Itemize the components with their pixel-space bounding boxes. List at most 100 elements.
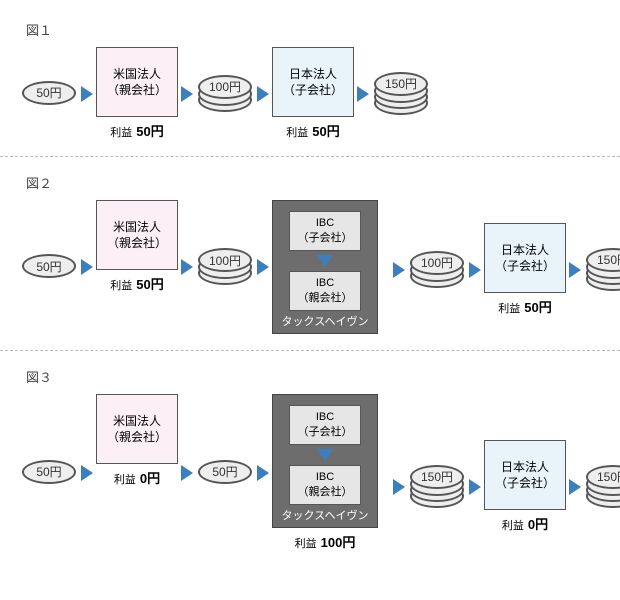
section-divider xyxy=(0,156,620,157)
coin-label: 50円 xyxy=(36,463,61,480)
profit-caption: 利益 0円 xyxy=(114,468,160,487)
entity-line2: （子会社） xyxy=(495,475,555,491)
tax-haven-label: タックスヘイヴン xyxy=(273,507,377,523)
entity-box: 日本法人（子会社） xyxy=(484,223,566,293)
arrow-right-icon xyxy=(181,465,193,481)
arrow-right-icon xyxy=(257,86,269,102)
coin-label: 100円 xyxy=(209,252,241,269)
profit-label: 利益 xyxy=(110,127,132,139)
arrow-right-icon xyxy=(393,479,405,495)
arrow-right-icon xyxy=(393,262,405,278)
profit-label: 利益 xyxy=(110,280,132,292)
coin-label: 100円 xyxy=(209,78,241,95)
entity-box: 日本法人（子会社） xyxy=(272,47,354,117)
figure-title: 図１ xyxy=(26,20,600,39)
profit-label: 利益 xyxy=(114,474,136,486)
entity-line2: （子会社） xyxy=(298,425,353,440)
coin-label: 50円 xyxy=(36,258,61,275)
entity-line1: IBC xyxy=(316,216,334,231)
entity-line2: （子会社） xyxy=(283,82,343,98)
coin-stack: 50円 xyxy=(20,254,78,280)
coin-label: 50円 xyxy=(212,463,237,480)
entity-line2: （親会社） xyxy=(107,429,167,445)
entity-box: 日本法人（子会社） xyxy=(484,440,566,510)
arrow-right-icon xyxy=(569,262,581,278)
profit-caption: 利益 50円 xyxy=(110,121,163,140)
entity-line1: 米国法人 xyxy=(113,66,161,82)
entity-line1: 米国法人 xyxy=(113,413,161,429)
coin-stack: 150円 xyxy=(584,248,620,292)
arrow-right-icon xyxy=(181,259,193,275)
figure-section: 図２50円米国法人（親会社）利益50円100円IBC（子会社）IBC（親会社）タ… xyxy=(0,163,620,344)
profit-caption: 利益 50円 xyxy=(498,297,551,316)
coin-stack: 150円 xyxy=(584,465,620,509)
coin-label: 150円 xyxy=(597,251,620,268)
figure-title: 図２ xyxy=(26,173,600,192)
arrow-right-icon xyxy=(469,479,481,495)
entity-line2: （親会社） xyxy=(107,82,167,98)
entity-line1: 日本法人 xyxy=(501,459,549,475)
tax-haven-box: IBC（子会社）IBC（親会社）タックスヘイヴン xyxy=(272,394,378,528)
entity-line1: IBC xyxy=(316,410,334,425)
profit-value: 50円 xyxy=(524,300,551,315)
profit-label: 利益 xyxy=(295,538,317,550)
entity-line2: （子会社） xyxy=(495,258,555,274)
coin-label: 150円 xyxy=(421,468,453,485)
profit-caption: 利益 50円 xyxy=(286,121,339,140)
entity-line2: （親会社） xyxy=(298,291,353,306)
arrow-right-icon xyxy=(357,86,369,102)
entity-line1: 米国法人 xyxy=(113,219,161,235)
figure-title: 図３ xyxy=(26,367,600,386)
arrow-right-icon xyxy=(469,262,481,278)
section-divider xyxy=(0,350,620,351)
entity-box: 米国法人（親会社） xyxy=(96,200,178,270)
profit-value: 50円 xyxy=(312,124,339,139)
profit-value: 50円 xyxy=(136,124,163,139)
coin-stack: 100円 xyxy=(408,251,466,289)
entity-line2: （子会社） xyxy=(298,231,353,246)
profit-caption: 利益 0円 xyxy=(502,514,548,533)
tax-haven-label: タックスヘイヴン xyxy=(273,313,377,329)
coin-stack: 150円 xyxy=(372,72,430,116)
entity-line1: IBC xyxy=(316,470,334,485)
profit-value: 0円 xyxy=(140,471,160,486)
coin-label: 100円 xyxy=(421,254,453,271)
arrow-right-icon xyxy=(181,86,193,102)
arrow-right-icon xyxy=(81,259,93,275)
arrow-right-icon xyxy=(81,465,93,481)
entity-line1: IBC xyxy=(316,276,334,291)
coin-stack: 150円 xyxy=(408,465,466,509)
entity-line2: （親会社） xyxy=(107,235,167,251)
coin-label: 150円 xyxy=(385,75,417,92)
arrow-right-icon xyxy=(257,259,269,275)
profit-label: 利益 xyxy=(498,303,520,315)
arrow-right-icon xyxy=(569,479,581,495)
entity-box: IBC（子会社） xyxy=(289,405,361,445)
profit-value: 100円 xyxy=(321,535,356,550)
arrow-right-icon xyxy=(257,465,269,481)
entity-line1: 日本法人 xyxy=(501,242,549,258)
entity-box: IBC（子会社） xyxy=(289,211,361,251)
profit-label: 利益 xyxy=(286,127,308,139)
profit-value: 0円 xyxy=(528,517,548,532)
profit-value: 50円 xyxy=(136,277,163,292)
coin-stack: 50円 xyxy=(20,460,78,486)
arrow-down-icon xyxy=(317,255,333,267)
entity-box: IBC（親会社） xyxy=(289,465,361,505)
arrow-right-icon xyxy=(81,86,93,102)
entity-line1: 日本法人 xyxy=(289,66,337,82)
figure-section: 図１50円米国法人（親会社）利益50円100円日本法人（子会社）利益50円150… xyxy=(0,10,620,150)
coin-stack: 100円 xyxy=(196,75,254,113)
coin-stack: 50円 xyxy=(196,460,254,486)
coin-stack: 50円 xyxy=(20,81,78,107)
profit-caption: 利益 100円 xyxy=(295,532,356,551)
figure-section: 図３50円米国法人（親会社）利益0円50円IBC（子会社）IBC（親会社）タック… xyxy=(0,357,620,561)
entity-box: 米国法人（親会社） xyxy=(96,47,178,117)
coin-stack: 100円 xyxy=(196,248,254,286)
entity-box: 米国法人（親会社） xyxy=(96,394,178,464)
profit-label: 利益 xyxy=(502,520,524,532)
profit-caption: 利益 50円 xyxy=(110,274,163,293)
arrow-down-icon xyxy=(317,449,333,461)
coin-label: 150円 xyxy=(597,468,620,485)
entity-box: IBC（親会社） xyxy=(289,271,361,311)
